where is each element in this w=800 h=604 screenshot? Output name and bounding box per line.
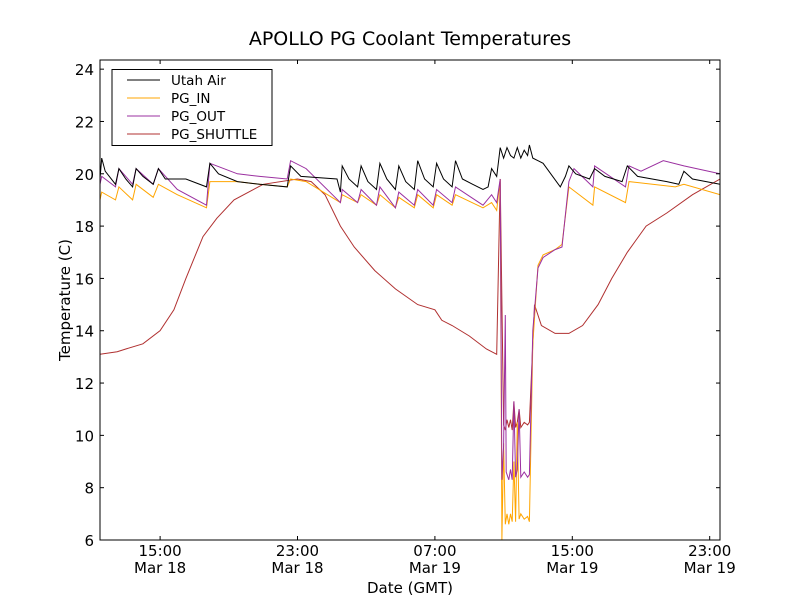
x-tick-time: 23:00: [276, 542, 319, 560]
x-tick-date: Mar 18: [271, 559, 323, 577]
x-tick-time: 15:00: [551, 542, 594, 560]
y-tick-label: 10: [75, 427, 94, 445]
y-tick-label: 24: [75, 61, 94, 79]
y-axis-label: Temperature (C): [56, 239, 74, 362]
legend-label: PG_OUT: [171, 109, 226, 125]
legend-label: PG_IN: [171, 91, 210, 107]
y-tick-label: 6: [84, 532, 94, 550]
legend-label: Utah Air: [171, 73, 226, 89]
chart-title: APOLLO PG Coolant Temperatures: [249, 28, 571, 50]
series-line-pg-out: [100, 159, 720, 480]
x-tick-time: 15:00: [138, 542, 181, 560]
x-tick-time: 07:00: [413, 542, 456, 560]
plot-frame: [99, 59, 721, 541]
series-line-pg-shuttle: [100, 178, 720, 431]
series-line-pg-in: [100, 178, 720, 540]
y-tick-label: 12: [75, 375, 94, 393]
x-tick-time: 23:00: [688, 542, 731, 560]
y-tick-label: 20: [75, 166, 94, 184]
y-tick-label: 16: [75, 270, 94, 288]
x-tick-date: Mar 19: [409, 559, 461, 577]
series-layer: [100, 144, 720, 540]
x-axis-label: Date (GMT): [367, 579, 453, 597]
y-tick-label: 22: [75, 113, 94, 131]
x-tick-date: Mar 18: [134, 559, 186, 577]
y-tick-label: 8: [84, 480, 94, 498]
x-tick-date: Mar 19: [684, 559, 736, 577]
legend: Utah Air PG_IN PG_OUT PG_SHUTTLE: [111, 69, 273, 146]
series-line-utah-air: [100, 144, 720, 193]
legend-label: PG_SHUTTLE: [171, 127, 257, 143]
y-tick-label: 18: [75, 218, 94, 236]
x-tick-date: Mar 19: [546, 559, 598, 577]
y-tick-label: 14: [75, 323, 94, 341]
